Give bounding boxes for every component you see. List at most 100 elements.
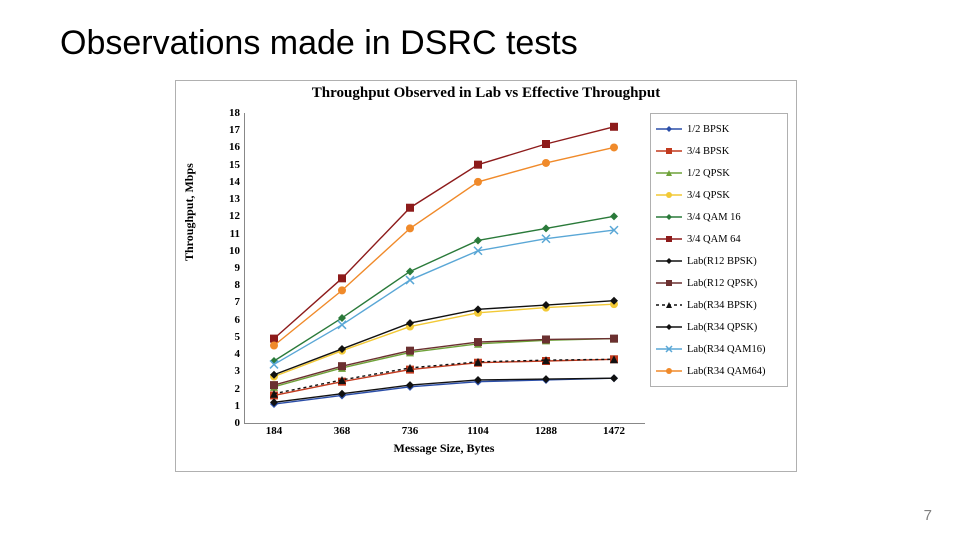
- legend-swatch: [655, 299, 683, 311]
- legend-swatch: [655, 255, 683, 267]
- y-tick: 5: [235, 331, 241, 343]
- series-marker: [474, 161, 482, 169]
- y-axis-label: Throughput, Mbps: [182, 163, 197, 261]
- legend-swatch: [655, 211, 683, 223]
- series-line: [274, 339, 614, 386]
- x-tick: 736: [402, 425, 419, 437]
- series-marker: [270, 335, 278, 343]
- x-tick: 368: [334, 425, 351, 437]
- legend-item: 1/2 QPSK: [655, 162, 783, 184]
- y-axis-ticks: 0123456789101112131415161718: [216, 113, 240, 423]
- legend-swatch: [655, 123, 683, 135]
- series-line: [274, 301, 614, 375]
- series-marker: [542, 159, 550, 167]
- legend-label: 3/4 QAM 16: [687, 212, 741, 223]
- series-marker: [610, 335, 618, 343]
- series-marker: [610, 374, 618, 382]
- y-tick: 17: [229, 124, 240, 136]
- legend-label: 3/4 BPSK: [687, 146, 729, 157]
- legend-item: 3/4 QPSK: [655, 184, 783, 206]
- y-tick: 4: [235, 348, 241, 360]
- series-marker: [338, 314, 346, 322]
- legend-swatch: [655, 145, 683, 157]
- legend-item: 3/4 BPSK: [655, 140, 783, 162]
- legend-item: 3/4 QAM 64: [655, 228, 783, 250]
- series-marker: [338, 286, 346, 294]
- series-marker: [406, 267, 414, 275]
- x-tick: 184: [266, 425, 283, 437]
- series-line: [274, 378, 614, 402]
- series-line: [274, 359, 614, 393]
- legend-swatch: [655, 233, 683, 245]
- series-marker: [474, 236, 482, 244]
- series-marker: [610, 143, 618, 151]
- series-marker: [542, 140, 550, 148]
- legend: 1/2 BPSK 3/4 BPSK 1/2 QPSK 3/4 QPSK: [650, 113, 788, 387]
- legend-swatch: [655, 365, 683, 377]
- legend-label: Lab(R34 BPSK): [687, 300, 757, 311]
- series-line: [274, 359, 614, 395]
- legend-label: Lab(R34 QAM64): [687, 366, 765, 377]
- x-axis-ticks: 184 368 736 1104 1288 1472: [244, 425, 644, 443]
- series-marker: [270, 342, 278, 350]
- series-marker: [406, 276, 414, 284]
- legend-item: 1/2 BPSK: [655, 118, 783, 140]
- series-marker: [338, 362, 346, 370]
- y-tick: 2: [235, 383, 241, 395]
- chart-frame: Throughput Observed in Lab vs Effective …: [175, 80, 797, 472]
- x-axis-label: Message Size, Bytes: [244, 441, 644, 456]
- series-marker: [610, 212, 618, 220]
- series-marker: [542, 335, 550, 343]
- y-tick: 18: [229, 107, 240, 119]
- legend-item: Lab(R34 QAM16): [655, 338, 783, 360]
- x-tick: 1104: [467, 425, 488, 437]
- x-tick: 1288: [535, 425, 557, 437]
- legend-item: Lab(R12 BPSK): [655, 250, 783, 272]
- y-tick: 15: [229, 159, 240, 171]
- series-line: [274, 230, 614, 364]
- series-marker: [270, 381, 278, 389]
- legend-swatch: [655, 321, 683, 333]
- y-tick: 9: [235, 262, 241, 274]
- legend-item: Lab(R34 QAM64): [655, 360, 783, 382]
- y-tick: 7: [235, 296, 241, 308]
- legend-swatch: [655, 189, 683, 201]
- plot-svg: [244, 113, 644, 423]
- y-tick: 8: [235, 279, 241, 291]
- y-tick: 6: [235, 314, 241, 326]
- page-title: Observations made in DSRC tests: [60, 24, 578, 63]
- legend-label: Lab(R12 BPSK): [687, 256, 757, 267]
- legend-label: 1/2 BPSK: [687, 124, 729, 135]
- series-marker: [610, 123, 618, 131]
- series-marker: [406, 224, 414, 232]
- legend-item: Lab(R12 QPSK): [655, 272, 783, 294]
- series-marker: [338, 321, 346, 329]
- legend-swatch: [655, 343, 683, 355]
- legend-item: 3/4 QAM 16: [655, 206, 783, 228]
- series-marker: [474, 178, 482, 186]
- series-marker: [406, 204, 414, 212]
- y-tick: 13: [229, 193, 240, 205]
- legend-label: Lab(R34 QPSK): [687, 322, 757, 333]
- y-tick: 11: [230, 228, 240, 240]
- y-tick: 0: [235, 417, 241, 429]
- legend-label: Lab(R34 QAM16): [687, 344, 765, 355]
- series-marker: [338, 274, 346, 282]
- legend-item: Lab(R34 QPSK): [655, 316, 783, 338]
- page-number: 7: [924, 507, 932, 524]
- legend-label: 1/2 QPSK: [687, 168, 730, 179]
- legend-swatch: [655, 277, 683, 289]
- series-marker: [474, 338, 482, 346]
- x-tick: 1472: [603, 425, 625, 437]
- y-tick: 10: [229, 245, 240, 257]
- chart-title: Throughput Observed in Lab vs Effective …: [176, 85, 796, 102]
- y-tick: 3: [235, 365, 241, 377]
- legend-item: Lab(R34 BPSK): [655, 294, 783, 316]
- y-tick: 14: [229, 176, 240, 188]
- legend-label: 3/4 QAM 64: [687, 234, 741, 245]
- series-marker: [542, 375, 550, 383]
- slide: Observations made in DSRC tests Throughp…: [0, 0, 960, 540]
- y-tick: 1: [235, 400, 241, 412]
- series-marker: [406, 347, 414, 355]
- legend-label: 3/4 QPSK: [687, 190, 730, 201]
